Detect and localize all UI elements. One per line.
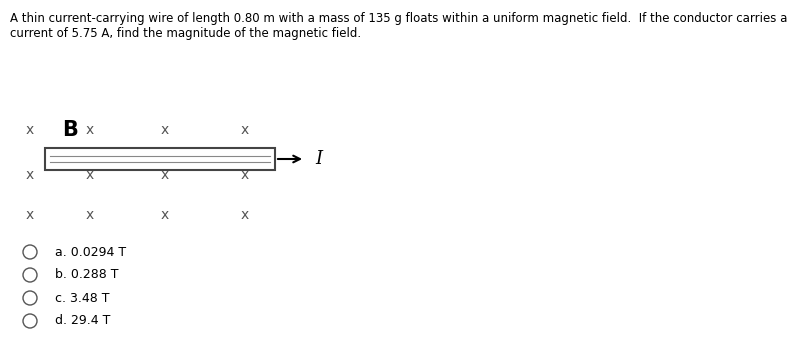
Text: B: B xyxy=(62,120,78,140)
Text: x: x xyxy=(161,123,169,137)
Text: x: x xyxy=(26,123,34,137)
Text: x: x xyxy=(241,168,249,182)
Text: I: I xyxy=(315,150,322,168)
Text: c. 3.48 T: c. 3.48 T xyxy=(55,292,109,305)
Text: A thin current-carrying wire of length 0.80 m with a mass of 135 g floats within: A thin current-carrying wire of length 0… xyxy=(10,12,787,25)
Text: x: x xyxy=(26,168,34,182)
Text: x: x xyxy=(241,208,249,222)
Text: x: x xyxy=(86,208,94,222)
Text: x: x xyxy=(26,208,34,222)
Text: x: x xyxy=(86,168,94,182)
Text: b. 0.288 T: b. 0.288 T xyxy=(55,268,119,282)
Text: x: x xyxy=(161,208,169,222)
Text: x: x xyxy=(86,123,94,137)
Text: current of 5.75 A, find the magnitude of the magnetic field.: current of 5.75 A, find the magnitude of… xyxy=(10,27,361,40)
Text: d. 29.4 T: d. 29.4 T xyxy=(55,315,110,327)
Text: x: x xyxy=(241,123,249,137)
Bar xyxy=(45,148,275,170)
Text: x: x xyxy=(161,168,169,182)
Text: a. 0.0294 T: a. 0.0294 T xyxy=(55,246,126,258)
